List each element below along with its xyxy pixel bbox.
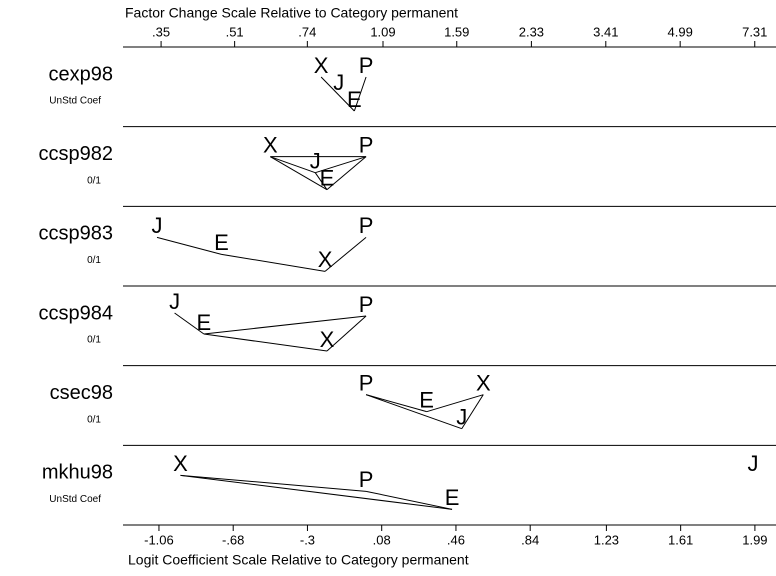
point-letter: E: [419, 387, 434, 412]
link-line: [426, 394, 484, 413]
x-tick-label: 1.99: [742, 532, 767, 547]
row-sublabel: 0/1: [87, 175, 101, 186]
x-tick-label: 1.61: [668, 532, 693, 547]
point-letter: E: [320, 165, 335, 190]
link-line: [365, 394, 462, 430]
point-letter: J: [310, 148, 321, 173]
x-tick-label: 1.23: [594, 532, 619, 547]
x2-tick-label: 4.99: [668, 24, 693, 39]
point-letter: P: [359, 467, 374, 492]
link-line: [324, 236, 367, 272]
row-name: ccsp984: [39, 302, 114, 324]
link-line: [156, 236, 222, 255]
link-line: [221, 253, 326, 272]
link-line: [314, 172, 328, 190]
point-letter: P: [359, 132, 374, 157]
row-sublabel: UnStd Coef: [49, 96, 101, 107]
point-letter: J: [151, 213, 162, 238]
point-letter: X: [318, 247, 333, 272]
point-letter: X: [320, 327, 335, 352]
x2-axis-title: Factor Change Scale Relative to Category…: [125, 5, 458, 21]
x2-tick-label: 1.59: [444, 24, 469, 39]
point-letter: E: [214, 230, 229, 255]
row-sublabel: UnStd Coef: [49, 494, 101, 505]
row-name: mkhu98: [42, 462, 113, 484]
point-letter: X: [263, 132, 278, 157]
row-name: cexp98: [49, 63, 114, 85]
link-line: [461, 394, 484, 429]
link-line: [326, 156, 367, 191]
x-tick-label: .08: [373, 532, 391, 547]
x2-tick-label: .35: [152, 24, 170, 39]
link-line: [203, 333, 328, 352]
row-name: ccsp982: [39, 143, 114, 165]
point-letter: X: [314, 53, 329, 78]
x-tick-label: .84: [521, 532, 539, 547]
x-tick-label: -.3: [300, 532, 315, 547]
point-letter: J: [456, 404, 467, 429]
x-axis-title: Logit Coefficient Scale Relative to Cate…: [128, 552, 469, 568]
point-letter: E: [347, 87, 362, 112]
point-letter: E: [445, 485, 460, 510]
link-line: [174, 312, 205, 335]
link-line: [326, 315, 367, 352]
link-line: [353, 76, 367, 112]
point-letter: J: [747, 451, 758, 476]
link-line: [270, 156, 328, 191]
row-sublabel: 0/1: [87, 255, 101, 266]
point-letter: X: [173, 451, 188, 476]
row-name: csec98: [50, 382, 113, 404]
point-letter: P: [359, 370, 374, 395]
point-letter: J: [333, 70, 344, 95]
row-sublabel: 0/1: [87, 414, 101, 425]
x-tick-label: .46: [447, 532, 465, 547]
x2-tick-label: 2.33: [519, 24, 544, 39]
link-line: [203, 315, 367, 335]
point-letter: P: [359, 213, 374, 238]
x2-tick-label: 1.09: [370, 24, 395, 39]
x2-tick-label: 7.31: [742, 24, 767, 39]
link-line: [365, 490, 453, 510]
x-tick-label: -1.06: [144, 532, 174, 547]
row-sublabel: 0/1: [87, 335, 101, 346]
link-line: [180, 474, 453, 510]
point-letter: X: [476, 370, 491, 395]
point-letter: P: [359, 53, 374, 78]
link-line: [320, 76, 355, 112]
point-letter: E: [197, 310, 212, 335]
link-line: [365, 394, 427, 413]
point-letter: P: [359, 292, 374, 317]
x2-tick-label: .51: [226, 24, 244, 39]
x-tick-label: -.68: [222, 532, 244, 547]
row-name: ccsp983: [39, 223, 114, 245]
link-line: [270, 156, 316, 174]
x2-tick-label: 3.41: [593, 24, 618, 39]
link-line: [315, 156, 367, 174]
x2-tick-label: .74: [298, 24, 316, 39]
link-line: [180, 474, 367, 492]
point-letter: J: [169, 289, 180, 314]
